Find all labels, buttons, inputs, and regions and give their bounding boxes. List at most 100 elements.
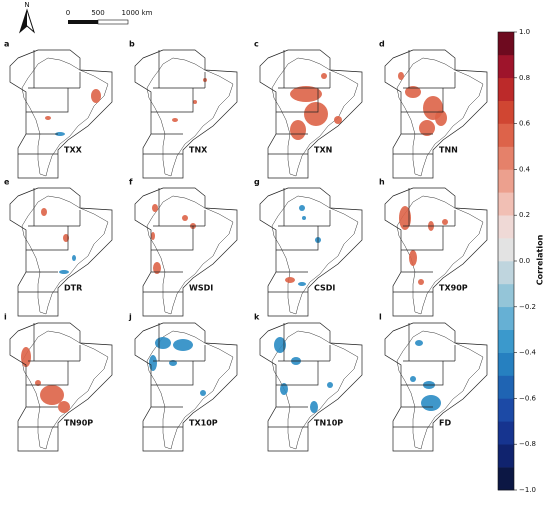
- panel-letter: k: [254, 313, 260, 322]
- colorbar-label: Correlation: [536, 234, 545, 285]
- region-frame: [9, 49, 113, 179]
- anomaly-region: [419, 120, 435, 136]
- map-panel: f WSDI: [129, 178, 238, 317]
- region-frame: [384, 187, 488, 317]
- panel-letter: h: [379, 178, 385, 187]
- index-name: TX10P: [189, 419, 218, 428]
- colorbar-tick-label: −1.0: [519, 486, 536, 494]
- index-name: TN90P: [64, 419, 93, 428]
- continent: [21, 195, 109, 315]
- colorbar-bin: [498, 329, 514, 353]
- anomaly-region: [398, 72, 404, 80]
- colorbar-bin: [498, 54, 514, 79]
- colorbar-bin: [498, 283, 514, 308]
- anomaly-region: [442, 219, 448, 225]
- anomaly-region: [334, 116, 342, 124]
- anomaly-region: [274, 337, 286, 353]
- anomaly-region: [72, 255, 76, 261]
- north-arrow: N: [18, 1, 36, 34]
- colorbar-tick-label: 0.6: [519, 120, 531, 128]
- continent: [396, 330, 484, 450]
- colorbar-bin: [498, 100, 514, 124]
- panel-letter: b: [129, 40, 135, 49]
- colorbar-bin: [498, 352, 514, 376]
- panel-letter: j: [128, 313, 132, 322]
- anomaly-region: [435, 110, 447, 126]
- map-panel: l FD: [379, 313, 488, 452]
- region-frame: [134, 49, 238, 179]
- anomaly-region: [304, 102, 328, 126]
- panel-letter: i: [4, 313, 7, 322]
- anomaly-region: [327, 382, 333, 388]
- map-panel: k TN10P: [254, 313, 363, 452]
- continent: [146, 57, 234, 177]
- colorbar-bin: [498, 215, 514, 239]
- continent: [271, 195, 359, 315]
- map-panel: j TX10P: [128, 313, 238, 452]
- anomaly-region: [405, 86, 421, 98]
- anomaly-region: [418, 279, 424, 285]
- colorbar-bin: [498, 238, 514, 262]
- panel-letter: e: [4, 178, 10, 187]
- anomaly-region: [58, 401, 70, 413]
- anomaly-region: [59, 270, 69, 274]
- colorbar-bin: [498, 192, 514, 216]
- anomaly-region: [41, 208, 47, 216]
- region-frame: [9, 322, 113, 452]
- anomaly-region: [298, 282, 306, 286]
- colorbar-bin: [498, 467, 514, 491]
- anomaly-region: [21, 347, 31, 367]
- region-frame: [134, 322, 238, 452]
- index-name: FD: [439, 419, 451, 428]
- panel-letter: f: [129, 178, 133, 187]
- colorbar-bin: [498, 32, 514, 56]
- scale-bar: 0 500 1000 km: [66, 9, 153, 25]
- map-panel: g CSDI: [254, 178, 363, 317]
- continent: [21, 330, 109, 450]
- anomaly-region: [173, 339, 193, 351]
- anomaly-region: [155, 337, 171, 349]
- panel-letter: d: [379, 40, 385, 49]
- scale-label: 1000 km: [122, 9, 153, 17]
- colorbar-tick-label: 0.8: [519, 74, 530, 82]
- colorbar-tick-label: −0.4: [519, 349, 537, 357]
- anomaly-region: [45, 116, 51, 120]
- colorbar-tick-label: 1.0: [519, 28, 530, 36]
- map-panel: b TNX: [129, 40, 238, 179]
- index-name: TNX: [189, 146, 208, 155]
- region-frame: [259, 322, 363, 452]
- colorbar-bin: [498, 146, 514, 170]
- anomaly-region: [63, 234, 69, 242]
- colorbar-bin: [498, 123, 514, 147]
- anomaly-region: [35, 380, 41, 386]
- colorbar-bin: [498, 169, 514, 193]
- map-panel: h TX90P: [379, 178, 488, 317]
- map-panel: d TNN: [379, 40, 488, 179]
- map-panel: i TN90P: [4, 313, 113, 452]
- anomaly-region: [409, 250, 417, 266]
- anomaly-region: [280, 383, 288, 395]
- anomaly-region: [151, 232, 155, 240]
- anomaly-region: [290, 120, 306, 140]
- anomaly-region: [415, 340, 423, 346]
- map-panel: a TXX: [4, 40, 113, 179]
- colorbar-tick-label: 0.4: [519, 165, 531, 173]
- continent: [21, 57, 109, 177]
- region-frame: [384, 322, 488, 452]
- region-frame: [259, 49, 363, 179]
- colorbar-bin: [498, 444, 514, 468]
- anomaly-region: [321, 73, 327, 79]
- colorbar-bin: [498, 398, 514, 422]
- map-panel: e DTR: [4, 178, 113, 317]
- index-name: CSDI: [314, 284, 335, 293]
- anomaly-region: [172, 118, 178, 122]
- anomaly-region: [290, 86, 322, 102]
- anomaly-region: [55, 132, 65, 136]
- anomaly-region: [299, 205, 305, 211]
- region-frame: [384, 49, 488, 179]
- anomaly-region: [285, 277, 295, 283]
- anomaly-region: [182, 215, 188, 221]
- colorbar-tick-label: −0.6: [519, 394, 537, 402]
- anomaly-region: [149, 355, 157, 371]
